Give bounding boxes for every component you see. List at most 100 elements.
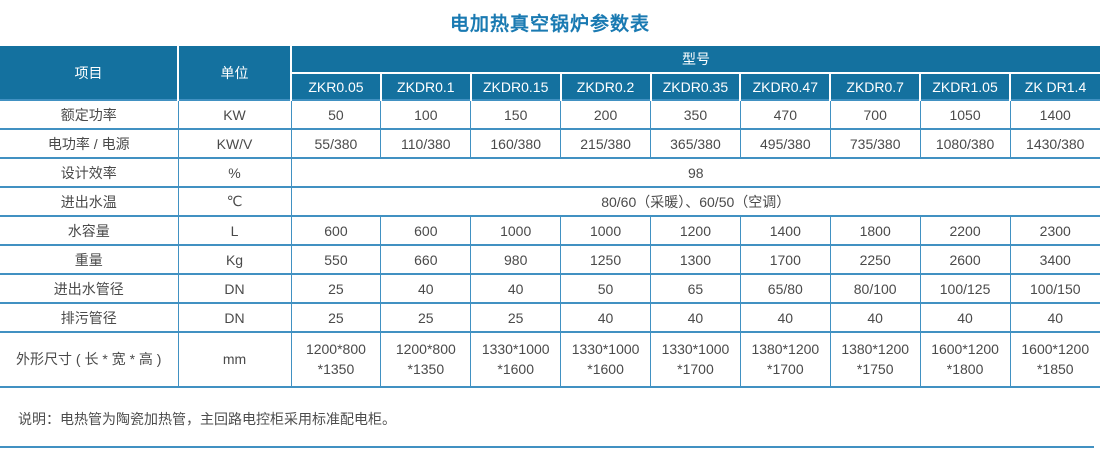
value-cell: 25 [290,273,382,303]
dimensions-cell: 1380*1200 *1750 [829,331,921,388]
dimensions-cell: 1600*1200 *1850 [1009,331,1100,388]
value-cell: 495/380 [739,128,831,158]
value-cell: 200 [560,99,651,129]
model-header: ZK DR1.4 [1009,72,1100,100]
table-row: 水容量 L 600 600 1000 1000 1200 1400 1800 2… [0,215,1100,245]
table-row: 进出水管径 DN 25 40 40 50 65 65/80 80/100 100… [0,273,1100,303]
value-cell: 1300 [650,244,741,274]
value-cell: 2250 [829,244,921,274]
boiler-spec-table: 项目 单位 型号 ZKR0.05 ZKDR0.1 ZKDR0.15 ZKDR0.… [0,46,1100,388]
model-header: ZKDR0.47 [739,72,832,100]
value-cell: 600 [380,215,472,245]
table-row: 排污管径 DN 25 25 25 40 40 40 40 40 40 [0,302,1100,332]
value-cell: 1080/380 [919,128,1011,158]
value-cell: 1700 [739,244,831,274]
merged-value-cell: 80/60（采暖）、60/50（空调） [290,186,1100,216]
table-row: 外形尺寸 ( 长 * 宽 * 高 ) mm 1200*800 *1350 120… [0,331,1100,388]
model-header: ZKR0.05 [291,72,382,100]
value-cell: 40 [919,302,1011,332]
row-label: 进出水管径 [0,273,179,303]
value-cell: 40 [560,302,651,332]
value-cell: 470 [739,99,831,129]
value-cell: 735/380 [829,128,921,158]
row-label: 排污管径 [0,302,179,332]
value-cell: 2200 [919,215,1011,245]
table-row: 电功率 / 电源 KW/V 55/380 110/380 160/380 215… [0,128,1100,158]
merged-value-cell: 98 [290,157,1100,187]
value-cell: 1430/380 [1009,128,1100,158]
value-cell: 80/100 [829,273,921,303]
value-cell: 1200 [650,215,741,245]
row-label: 重量 [0,244,179,274]
value-cell: 150 [470,99,562,129]
page-title: 电加热真空锅炉参数表 [449,14,650,35]
value-cell: 65/80 [739,273,831,303]
col-header-item: 项目 [0,46,179,100]
table-row: 设计效率 % 98 [0,157,1100,187]
value-cell: 550 [290,244,382,274]
unit-cell: DN [177,302,292,332]
value-cell: 1050 [919,99,1011,129]
value-cell: 65 [650,273,741,303]
unit-cell: KW [177,99,292,129]
unit-cell: DN [177,273,292,303]
model-header: ZKDR1.05 [919,72,1011,100]
value-cell: 40 [829,302,921,332]
unit-cell: Kg [177,244,292,274]
value-cell: 365/380 [650,128,741,158]
bottom-rule [0,445,1094,448]
value-cell: 980 [470,244,562,274]
row-label: 电功率 / 电源 [0,128,179,158]
value-cell: 25 [380,302,472,332]
value-cell: 50 [290,99,382,129]
unit-cell: L [177,215,292,245]
value-cell: 350 [650,99,741,129]
unit-cell: KW/V [177,128,292,158]
value-cell: 100 [380,99,472,129]
value-cell: 40 [650,302,741,332]
row-label: 外形尺寸 ( 长 * 宽 * 高 ) [0,331,179,388]
dimensions-cell: 1600*1200 *1800 [919,331,1011,388]
table-row: 进出水温 ℃ 80/60（采暖）、60/50（空调） [0,186,1100,216]
dimensions-cell: 1200*800 *1350 [380,331,472,388]
value-cell: 100/150 [1009,273,1100,303]
value-cell: 700 [829,99,921,129]
value-cell: 660 [380,244,472,274]
value-cell: 40 [1009,302,1100,332]
value-cell: 1000 [470,215,562,245]
table-header: 项目 单位 型号 ZKR0.05 ZKDR0.1 ZKDR0.15 ZKDR0.… [0,46,1100,100]
value-cell: 50 [560,273,651,303]
model-header: ZKDR0.2 [559,72,652,100]
value-cell: 25 [290,302,382,332]
model-header: ZKDR0.7 [829,72,922,100]
dimensions-cell: 1380*1200 *1700 [739,331,831,388]
model-header: ZKDR0.15 [469,72,562,100]
value-cell: 110/380 [380,128,472,158]
value-cell: 160/380 [470,128,562,158]
value-cell: 2300 [1009,215,1100,245]
value-cell: 3400 [1009,244,1100,274]
value-cell: 100/125 [919,273,1011,303]
value-cell: 600 [290,215,382,245]
dimensions-cell: 1330*1000 *1700 [650,331,741,388]
value-cell: 1400 [1009,99,1100,129]
value-cell: 1400 [739,215,831,245]
value-cell: 55/380 [290,128,382,158]
model-header: ZKDR0.1 [379,72,472,100]
value-cell: 2600 [919,244,1011,274]
dimensions-cell: 1200*800 *1350 [290,331,382,388]
value-cell: 1250 [560,244,651,274]
value-cell: 40 [739,302,831,332]
row-label: 设计效率 [0,157,179,187]
unit-cell: mm [177,331,292,388]
dimensions-cell: 1330*1000 *1600 [470,331,562,388]
note-text: 说明：电热管为陶瓷加热管，主回路电控柜采用标准配电柜。 [18,410,396,427]
col-header-model-group: 型号 [290,46,1100,74]
value-cell: 1800 [829,215,921,245]
value-cell: 40 [380,273,472,303]
col-header-unit: 单位 [177,46,292,100]
row-label: 额定功率 [0,99,179,129]
unit-cell: ℃ [177,186,292,216]
table-row: 额定功率 KW 50 100 150 200 350 470 700 1050 … [0,99,1100,129]
dimensions-cell: 1330*1000 *1600 [560,331,651,388]
